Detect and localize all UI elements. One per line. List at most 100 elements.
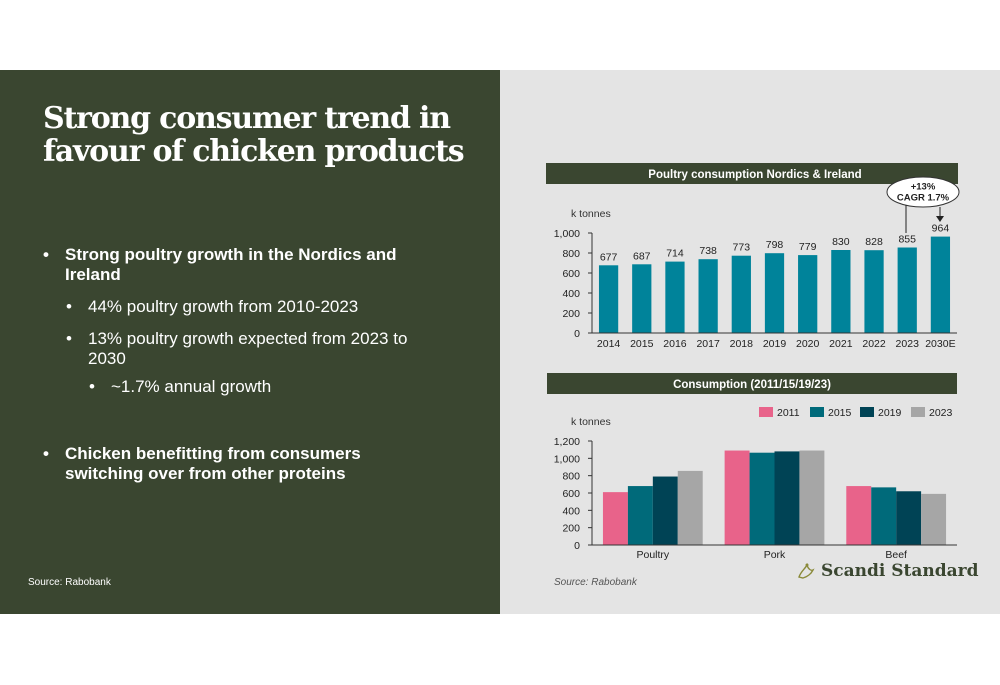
legend-swatch-2011 <box>759 407 773 417</box>
chart1-xtick-label: 2018 <box>730 338 754 350</box>
chart1-xtick-label: 2030E <box>925 338 955 350</box>
chart2-bar-2023 <box>921 493 947 545</box>
bullet-5-text: Chicken benefitting from consumers switc… <box>65 444 361 483</box>
chart1-data-label: 773 <box>733 242 751 254</box>
chart2-xtick-label: Poultry <box>636 549 669 561</box>
chart2-x-axis: Poultry Pork Beef <box>592 544 957 561</box>
bullet-4-text: ~1.7% annual growth <box>111 377 272 396</box>
charts-svg: Poultry consumption Nordics & Ireland k … <box>546 163 960 561</box>
bullet-2: • 44% poultry growth from 2010-2023 <box>66 297 428 317</box>
chart1-xtick-label: 2022 <box>862 338 886 350</box>
chart2-ytick-label: 1,000 <box>554 453 580 465</box>
scandi-standard-logo: Scandi Standard <box>795 561 979 581</box>
logo-text: Scandi Standard <box>821 561 979 581</box>
bullet-3-text: 13% poultry growth expected from 2023 to… <box>88 329 408 368</box>
chart2-bar-2019 <box>774 451 800 545</box>
bullet-dot: • <box>43 245 49 264</box>
cagr-callout: +13% CAGR 1.7% <box>886 176 960 233</box>
chart1-ylabel: k tonnes <box>571 208 611 220</box>
chart1-ytick-label: 600 <box>562 268 580 280</box>
chart2-title-bar <box>547 373 957 394</box>
chart1-bar <box>930 236 951 333</box>
chart1-bar <box>632 264 652 333</box>
chart2-bar-2015 <box>627 486 653 545</box>
cagr-line2: CAGR 1.7% <box>897 193 950 204</box>
bullet-5: • Chicken benefitting from consumers swi… <box>43 444 435 484</box>
bullet-3: • 13% poultry growth expected from 2023 … <box>66 329 428 369</box>
chart1-xtick-label: 2015 <box>630 338 654 350</box>
chart1-bar <box>598 265 619 333</box>
chart1-xtick-label: 2020 <box>796 338 820 350</box>
chart2-ytick-label: 200 <box>562 523 580 535</box>
rooster-icon <box>798 562 815 579</box>
chart1-bar <box>764 253 785 333</box>
chart2-legend: 2011 2015 2019 2023 <box>759 407 953 419</box>
left-panel: Strong consumer trend in favour of chick… <box>0 70 500 614</box>
chart1-bar <box>731 255 751 333</box>
chart1-xtick-label: 2021 <box>829 338 853 350</box>
legend-label-2011: 2011 <box>777 407 800 419</box>
chart2-ytick-label: 400 <box>562 505 580 517</box>
chart2-bar-2011 <box>724 450 750 545</box>
cagr-line1: +13% <box>911 182 936 193</box>
legend-swatch-2019 <box>860 407 874 417</box>
chart1-bar <box>665 261 685 333</box>
chart1-data-label: 738 <box>699 245 717 257</box>
chart1-xtick-label: 2014 <box>597 338 621 350</box>
chart2-ylabel: k tonnes <box>571 416 611 428</box>
legend-label-2015: 2015 <box>828 407 852 419</box>
chart1-bar <box>831 250 851 333</box>
chart1-ytick-label: 400 <box>562 288 580 300</box>
chart1-title: Poultry consumption Nordics & Ireland <box>648 169 861 181</box>
chart2-bar-2015 <box>871 487 897 545</box>
bullet-dot: • <box>43 444 49 463</box>
chart1-data-label: 798 <box>766 239 784 251</box>
source-note: Source: Rabobank <box>28 577 111 588</box>
chart2-ytick-label: 0 <box>574 540 580 552</box>
chart1-data-label: 964 <box>932 223 950 235</box>
right-panel: Poultry consumption Nordics & Ireland k … <box>500 70 1000 614</box>
chart1-data-label: 828 <box>865 236 883 248</box>
bullet-4: • ~1.7% annual growth <box>89 377 411 397</box>
chart1-data-label: 677 <box>600 251 618 263</box>
chart1-data-labels: 677 687 714 738 773 798 779 830 828 855 964 <box>600 223 949 264</box>
chart1-ytick-label: 200 <box>562 308 580 320</box>
bullet-dot: • <box>66 297 72 316</box>
chart1-xtick-label: 2017 <box>696 338 720 350</box>
chart1-x-axis: 2014 2015 2016 2017 2018 2019 2020 2021 2022 2023… <box>592 332 957 350</box>
chart2-bar-2011 <box>846 486 872 545</box>
chart1-y-axis: 0 200 400 600 800 1,000 <box>554 228 593 340</box>
legend-swatch-2015 <box>810 407 824 417</box>
legend-label-2019: 2019 <box>878 407 902 419</box>
chart1-bar <box>798 255 818 333</box>
chart1-xtick-label: 2023 <box>896 338 920 350</box>
chart2-bar-2011 <box>602 492 628 545</box>
chart1-data-label: 714 <box>666 248 684 260</box>
chart2-ytick-label: 600 <box>562 488 580 500</box>
legend-swatch-2023 <box>911 407 925 417</box>
chart1-data-label: 687 <box>633 250 651 262</box>
chart2-bar-2023 <box>677 470 703 545</box>
cagr-ellipse <box>886 176 960 208</box>
chart1-data-label: 855 <box>898 234 916 246</box>
bullet-2-text: 44% poultry growth from 2010-2023 <box>88 297 359 316</box>
chart2-bar-2019 <box>896 491 922 545</box>
bullet-1: • Strong poultry growth in the Nordics a… <box>43 245 435 285</box>
bullet-dot: • <box>66 329 72 348</box>
chart2-bar-2015 <box>749 452 775 545</box>
chart2-bar-2019 <box>652 476 678 545</box>
chart1-data-label: 830 <box>832 236 850 248</box>
chart1-xtick-label: 2019 <box>763 338 787 350</box>
chart-source-note: Source: Rabobank <box>554 577 637 588</box>
chart2-bars <box>602 450 947 545</box>
legend-label-2023: 2023 <box>929 407 953 419</box>
slide-title: Strong consumer trend in favour of chick… <box>43 101 465 169</box>
chart2-bar-2023 <box>799 450 825 545</box>
chart2-ytick-label: 1,200 <box>554 436 580 448</box>
chart1-bar <box>864 250 884 333</box>
chart2-ytick-label: 800 <box>562 471 580 483</box>
chart1-ytick-label: 1,000 <box>554 228 580 240</box>
chart1-data-label: 779 <box>799 241 817 253</box>
chart1-ytick-label: 0 <box>574 328 580 340</box>
chart1-bar <box>698 259 718 333</box>
